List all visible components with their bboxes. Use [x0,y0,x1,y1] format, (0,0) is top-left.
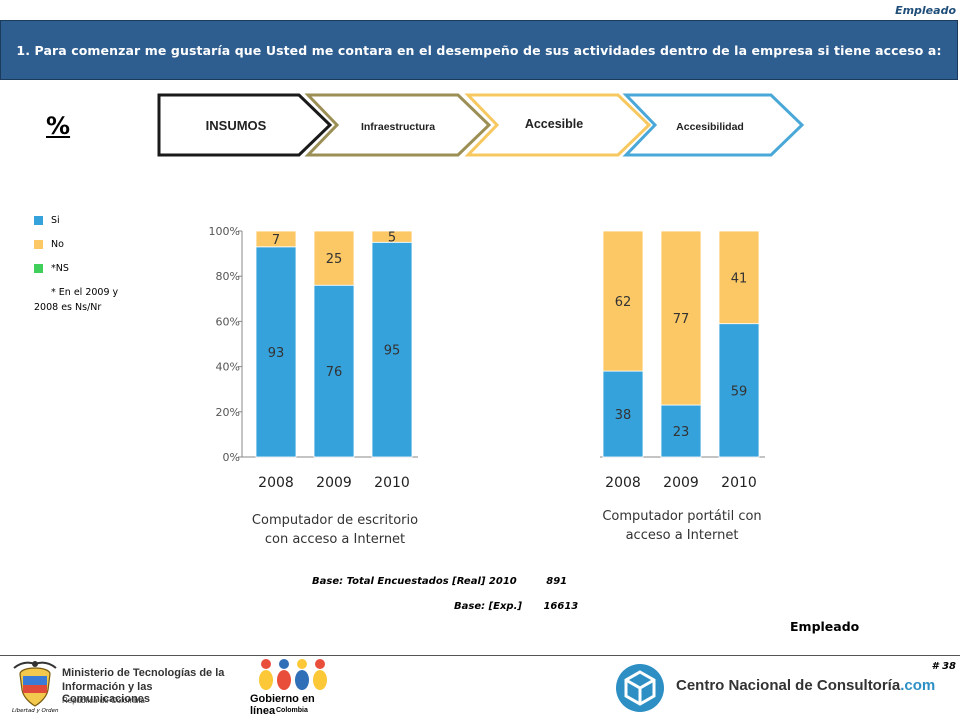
step-label-accesible: Accesible [525,117,583,131]
bar-no-2010 [371,230,413,243]
step-accesibilidad: Accesibilidad [622,93,805,157]
bar-si-2008 [255,246,297,458]
base-line-1-value: 891 [546,576,568,587]
mintic-line3: República de Colombia [62,696,145,705]
legend-label-si: Si [51,215,60,226]
chart-desktop-title: Computador de escritorio con acceso a In… [220,511,450,549]
y-tick-label: 100% [209,225,240,238]
base-line-2-label: Base: [Exp.] [454,601,522,612]
y-tick-label: 40% [216,361,240,374]
y-tick-label: 20% [216,406,240,419]
legend-swatch-si [34,216,43,225]
base-line-2: Base: [Exp.] 16613 [454,601,578,612]
legend-swatch-no [34,240,43,249]
gel-line2: Colombia [276,707,308,714]
bar-si-2010 [371,241,413,458]
cnc-cube-icon [616,664,664,712]
cnc-text: Centro Nacional de Consultoría.com [676,677,935,694]
bar-no-2008 [602,230,644,372]
bar-si-2009 [660,404,702,458]
data-label-si-2008: 93 [268,346,285,361]
bar-no-2009 [313,230,355,286]
chart-desktop-internet: 0% 20% 40% 60% 80% 100% 93 7 2008 76 25 2009 95 5 2010 [209,225,418,491]
step-insumos: INSUMOS [157,93,333,157]
coat-of-arms-icon [13,661,57,707]
x-tick-label-2009: 2009 [663,475,699,491]
process-steps: INSUMOS Infraestructura Accesible Accesi… [157,93,805,157]
chart-laptop-internet: 38 62 2008 23 77 2009 59 41 2010 [600,230,765,491]
cnc-name: Centro Nacional de Consultoría [676,677,901,694]
question-header: 1. Para comenzar me gustaría que Usted m… [0,20,958,80]
data-label-no-2009: 25 [326,252,343,267]
data-label-si-2009: 23 [673,425,690,440]
gobierno-en-linea-logo: Gobierno en línea Colombia [250,656,340,718]
x-tick-label-2008: 2008 [605,475,641,491]
y-tick-label: 80% [216,270,240,283]
data-label-si-2010: 59 [731,384,748,399]
cnc-suffix: .com [900,677,936,694]
bar-si-2010 [718,323,760,458]
slide-number: # 38 [931,661,956,672]
chart-laptop-title-line1: Computador portátil con [602,509,762,524]
cnc-logo: Centro Nacional de Consultoría.com [614,662,935,714]
data-label-no-2010: 5 [388,231,396,246]
base-line-1-label: Base: Total Encuestados [Real] 2010 [312,576,517,587]
legend-swatch-ns [34,264,43,273]
chart-desktop-title-line2: con acceso a Internet [264,532,406,547]
x-tick-label-2008: 2008 [258,475,294,491]
bar-no-2009 [660,230,702,406]
data-label-no-2009: 77 [673,312,690,327]
people-figures-icon [259,659,327,690]
footer-divider [0,655,960,656]
step-infraestructura: Infraestructura [304,93,492,157]
y-tick-label: 0% [223,451,240,464]
x-tick-label-2010: 2010 [721,475,757,491]
top-tag: Empleado [895,4,956,17]
data-label-si-2008: 38 [615,408,632,423]
chart-laptop-title-line2: acceso a Internet [625,528,739,543]
base-line-2-value: 16613 [543,601,579,612]
footer-empleado: Empleado [790,619,860,634]
y-tick-label: 60% [216,315,240,328]
bar-no-2008 [255,230,297,248]
chart-desktop-title-line1: Computador de escritorio [251,513,419,528]
x-tick-label-2010: 2010 [374,475,410,491]
bar-no-2010 [718,230,760,325]
x-tick-label-2009: 2009 [316,475,352,491]
legend-label-ns: *NS [51,263,69,274]
bar-si-2009 [313,284,355,458]
legend-note-line2: 2008 es Ns/Nr [34,302,102,313]
mintic-line1: Ministerio de Tecnologías de la [62,667,225,679]
legend: Si No *NS * En el 2009 y 2008 es Ns/Nr [34,214,154,324]
step-label-infraestructura: Infraestructura [361,121,435,133]
data-label-si-2009: 76 [326,365,343,380]
step-accesible: Accesible [464,93,652,157]
data-label-no-2010: 41 [731,271,748,286]
data-label-no-2008: 7 [272,233,280,248]
step-label-insumos: INSUMOS [206,118,267,133]
base-line-1: Base: Total Encuestados [Real] 2010 891 [312,576,567,587]
legend-label-no: No [51,239,64,250]
motto-text: Libertad y Orden [12,708,59,714]
question-text: 1. Para comenzar me gustaría que Usted m… [16,42,942,58]
gel-line1: Gobierno en línea [250,693,315,717]
bar-si-2008 [602,370,644,458]
data-label-si-2010: 95 [384,344,401,359]
percent-sign: % [46,112,71,140]
mintic-line2: Información y las Comunicaciones [62,681,153,705]
legend-note-line1: * En el 2009 y [51,287,119,298]
data-label-no-2008: 62 [615,295,632,310]
mintic-logo: Libertad y Orden Ministerio de Tecnologí… [12,660,232,718]
step-label-accesibilidad: Accesibilidad [676,121,744,133]
chart-laptop-title: Computador portátil con acceso a Interne… [567,507,797,545]
